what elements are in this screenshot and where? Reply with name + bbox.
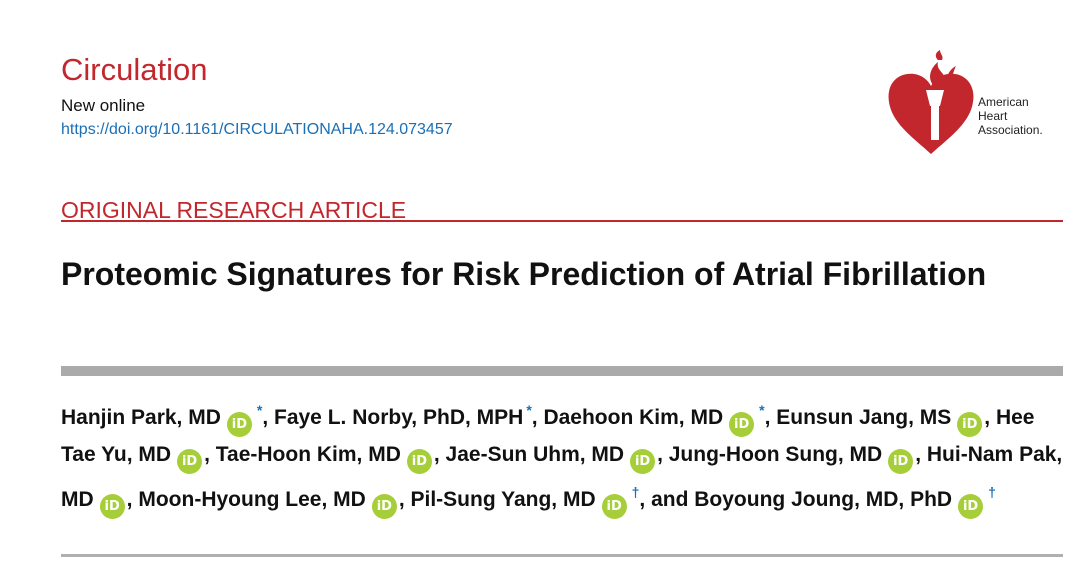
author-separator: , <box>531 406 544 429</box>
author-separator: , <box>398 488 411 511</box>
orcid-icon[interactable]: iD <box>888 449 914 474</box>
logo-line-1: American <box>978 95 1029 109</box>
author-name[interactable]: Hui-Nam Pak, MD <box>61 443 1063 511</box>
author-separator: , <box>984 406 996 429</box>
aha-wordmark: American Heart Association. <box>978 95 1043 137</box>
orcid-icon[interactable]: iD <box>729 412 755 437</box>
author-name[interactable]: Moon-Hyoung Lee, MD <box>138 488 366 511</box>
orcid-icon[interactable]: iD <box>957 412 983 437</box>
author-separator: , <box>639 488 652 511</box>
author-name[interactable]: Faye L. Norby, PhD, MPH <box>274 406 524 429</box>
author-name[interactable]: Pil-Sung Yang, MD <box>410 488 596 511</box>
article-title: Proteomic Signatures for Risk Prediction… <box>61 256 987 292</box>
author-name[interactable]: Jae-Sun Uhm, MD <box>445 443 625 466</box>
author-separator: , <box>204 443 216 466</box>
affiliation-mark[interactable]: * <box>256 402 263 418</box>
publication-status: New online <box>61 96 146 115</box>
bottom-divider <box>61 554 1063 557</box>
author-list: Hanjin Park, MD iD*, Faye L. Norby, PhD, … <box>61 392 1063 519</box>
affiliation-mark[interactable]: * <box>759 402 765 418</box>
author-separator: , <box>764 406 777 429</box>
logo-line-3: Association. <box>978 123 1043 137</box>
author-separator: , <box>433 443 446 466</box>
author-name[interactable]: Eunsun Jang, MS <box>776 406 952 429</box>
orcid-icon[interactable]: iD <box>99 494 125 519</box>
author-name[interactable]: and Boyoung Joung, MD, PhD <box>651 488 953 511</box>
article-type: ORIGINAL RESEARCH ARTICLE <box>61 197 407 223</box>
author-separator: , <box>915 443 927 466</box>
author-name[interactable]: Hee Tae Yu, MD <box>61 406 1035 466</box>
orcid-icon[interactable]: iD <box>601 494 627 519</box>
affiliation-mark[interactable]: † <box>988 484 996 500</box>
affiliation-mark[interactable]: † <box>631 484 640 500</box>
author-name[interactable]: Tae-Hoon Kim, MD <box>215 443 401 466</box>
author-separator: , <box>126 488 139 511</box>
journal-name[interactable]: Circulation <box>61 52 208 87</box>
aha-logo[interactable]: American Heart Association. <box>886 50 1076 158</box>
author-name[interactable]: Hanjin Park, MD <box>61 406 221 429</box>
orcid-icon[interactable]: iD <box>226 412 252 437</box>
author-name[interactable]: Jung-Hoon Sung, MD <box>668 443 883 466</box>
orcid-icon[interactable]: iD <box>177 449 203 474</box>
author-name[interactable]: Daehoon Kim, MD <box>543 406 724 429</box>
orcid-icon[interactable]: iD <box>371 494 397 519</box>
doi-link[interactable]: https://doi.org/10.1161/CIRCULATIONAHA.1… <box>61 121 453 138</box>
section-divider <box>61 220 1063 222</box>
orcid-icon[interactable]: iD <box>630 449 656 474</box>
heart-torch-icon <box>888 50 974 154</box>
orcid-icon[interactable]: iD <box>406 449 432 474</box>
orcid-icon[interactable]: iD <box>958 494 984 519</box>
affiliation-mark[interactable]: * <box>526 402 532 418</box>
logo-line-2: Heart <box>978 109 1008 123</box>
author-separator: , <box>262 406 274 429</box>
author-separator: , <box>657 443 669 466</box>
title-divider <box>61 366 1063 376</box>
